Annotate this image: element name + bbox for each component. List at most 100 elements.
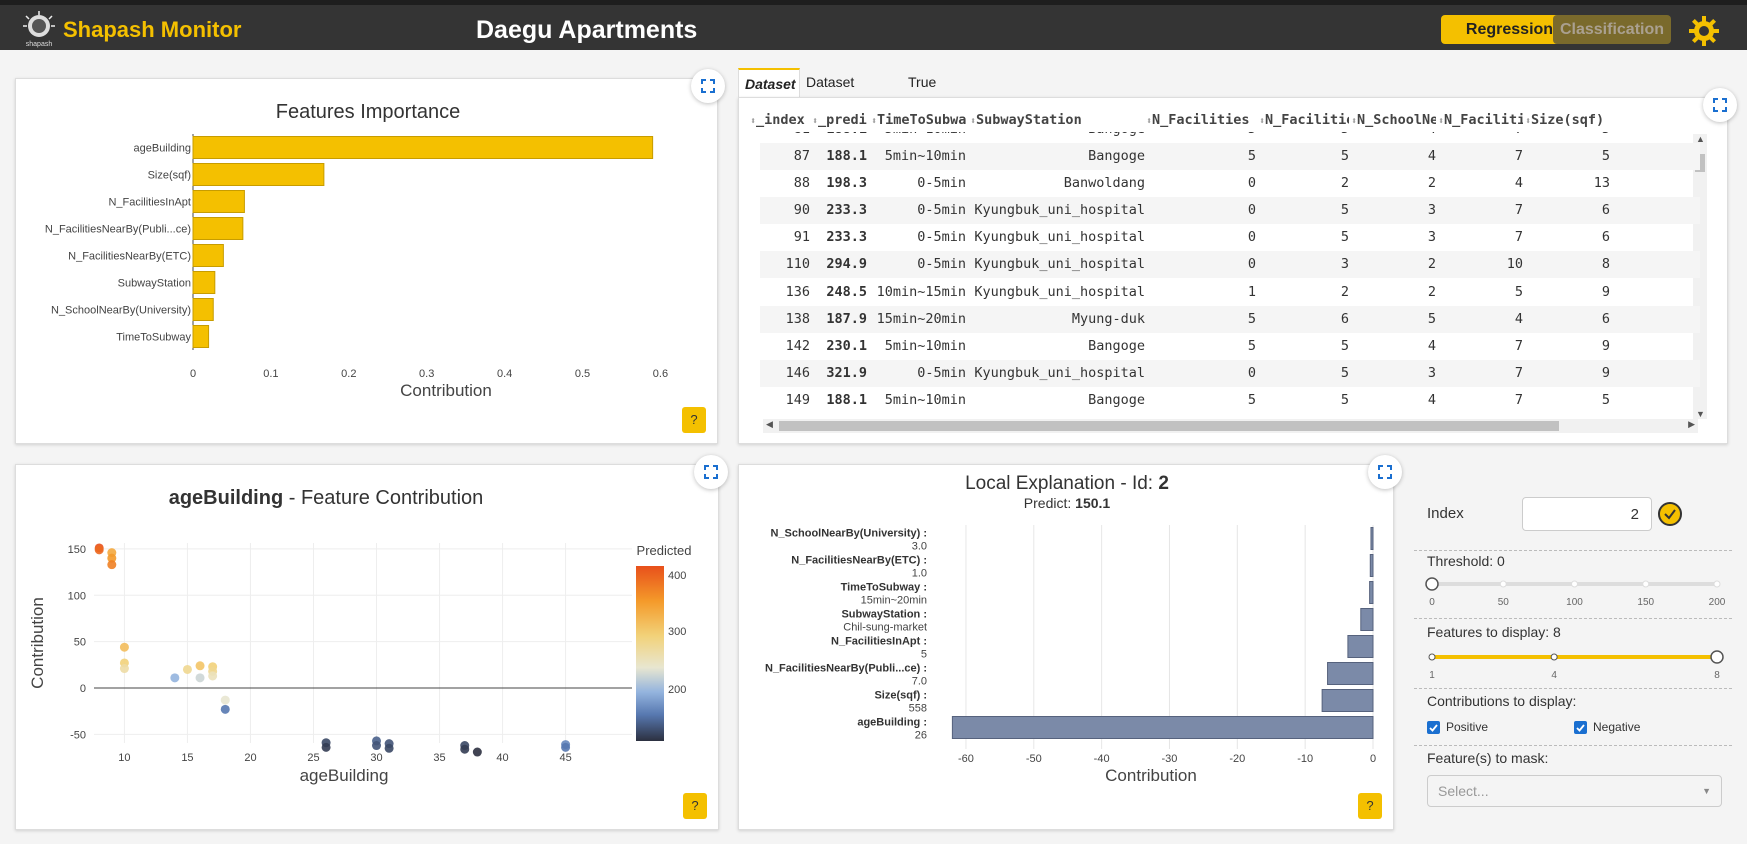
feature-importance-expand-button[interactable] [691,69,725,103]
threshold-slider[interactable]: 0 50 100 150 200 [1420,573,1730,609]
threshold-tick-dot [1499,580,1507,588]
fi-bar[interactable] [192,271,216,294]
features-slider-handle[interactable] [1710,650,1724,664]
fi-bar[interactable] [192,217,244,240]
scroll-right-arrow-icon[interactable]: ▶ [1688,419,1695,429]
table-cell: 7 [1514,364,1523,381]
fc-point[interactable] [94,545,104,555]
table-cell: 5min~10min [884,391,966,408]
tab-true-vs-predicted[interactable]: True Values Vs Predicted Values [908,74,967,202]
feature-contribution-help-button[interactable]: ? [683,793,707,819]
fc-point[interactable] [170,673,180,683]
fc-point[interactable] [372,741,382,751]
le-bar[interactable] [1360,608,1374,631]
table-row[interactable]: 149 188.1 5min~10min Bangoge 5 5 4 7 5 [760,387,1700,414]
fc-point[interactable] [119,642,129,652]
fc-point[interactable] [195,661,205,671]
fi-bar[interactable] [192,136,654,159]
features-to-display-slider[interactable]: 1 4 8 [1420,645,1730,681]
feature-contribution-expand-button[interactable] [694,455,728,489]
feature-importance-help-button[interactable]: ? [682,407,706,433]
table-row[interactable]: 146 321.9 0-5min Kyungbuk_uni_hospital 0 5 3 7 9 [760,359,1700,387]
tab-dataset[interactable]: Dataset [738,68,800,98]
tab-dataset-filters[interactable]: Dataset Filters [806,74,855,118]
fc-point[interactable] [321,742,331,752]
column-header[interactable]: ⬍N_Facilities [1259,108,1349,134]
sort-arrows-icon[interactable]: ⬍ [1525,116,1532,127]
vertical-scrollbar-thumb[interactable] [1695,154,1705,172]
fi-bar[interactable] [192,190,245,213]
column-header[interactable]: ⬍N_Facilities [1146,108,1256,134]
fc-point[interactable] [107,553,117,563]
sort-arrows-icon[interactable]: ⬍ [812,116,819,127]
table-row[interactable]: 88 198.3 0-5min Banwoldang 0 2 2 4 13 [760,170,1700,197]
gear-icon[interactable] [1688,15,1720,47]
local-explanation-expand-button[interactable] [1368,455,1402,489]
sort-arrows-icon[interactable]: ⬍ [970,116,977,127]
column-header[interactable]: ⬍N_Facilities [1438,108,1523,134]
fc-point[interactable] [561,742,571,752]
threshold-tick-label: 100 [1566,597,1583,608]
fc-point[interactable] [460,744,470,754]
sort-arrows-icon[interactable]: ⬍ [1351,116,1358,127]
column-header[interactable]: ⬍N_SchoolNear [1351,108,1436,134]
scroll-down-arrow-icon[interactable]: ▼ [1696,409,1705,419]
le-bar[interactable] [1370,527,1374,550]
dataset-expand-button[interactable] [1703,88,1737,122]
column-header[interactable]: ⬍_predi [812,108,867,134]
le-bar[interactable] [1347,635,1374,658]
index-input[interactable] [1522,497,1652,531]
table-row[interactable]: 142 230.1 5min~10min Bangoge 5 5 4 7 9 [760,333,1700,360]
column-header[interactable]: ⬍SubwayStation [970,108,1145,134]
table-row[interactable]: 87 188.1 5min~10min Bangoge 5 5 4 7 5 [760,143,1700,170]
fi-bar[interactable] [192,325,210,348]
fi-bar[interactable] [192,244,224,267]
table-row[interactable]: 138 187.9 15min~20min Myung-duk 5 6 5 4 6 [760,305,1700,333]
column-header[interactable]: ⬍_index [750,108,810,134]
classification-button[interactable]: Classification [1553,15,1671,44]
column-header[interactable]: ⬍TimeToSubway [871,108,966,134]
column-header[interactable]: ⬍Size(sqf) [1525,108,1610,134]
fi-bar[interactable] [192,163,325,186]
fc-point[interactable] [220,695,230,705]
sort-arrows-icon[interactable]: ⬍ [750,116,757,127]
horizontal-scrollbar-thumb[interactable] [779,421,1559,431]
fc-point[interactable] [384,743,394,753]
fc-point[interactable] [195,673,205,683]
sort-arrows-icon[interactable]: ⬍ [1146,116,1153,127]
sort-arrows-icon[interactable]: ⬍ [871,116,878,127]
le-bar[interactable] [951,716,1374,739]
refresh-index-icon[interactable] [1656,500,1684,528]
feature-mask-select[interactable]: Select... ▼ [1427,775,1722,807]
scroll-up-arrow-icon[interactable]: ▲ [1696,134,1705,144]
fc-point[interactable] [208,671,218,681]
threshold-slider-handle[interactable] [1425,577,1439,591]
feature-contribution-chart: ageBuilding - Feature Contribution ageBu… [28,487,691,785]
fc-point[interactable] [472,747,482,757]
negative-checkbox[interactable] [1574,721,1587,734]
positive-checkbox[interactable] [1427,721,1440,734]
fc-point[interactable] [119,664,129,674]
local-explanation-help-button[interactable]: ? [1358,793,1382,819]
table-cell: 3 [1340,256,1349,273]
regression-button[interactable]: Regression [1441,15,1578,44]
table-row[interactable]: 110 294.9 0-5min Kyungbuk_uni_hospital 0 3 2 10… [760,251,1700,279]
table-row[interactable]: 91 233.3 0-5min Kyungbuk_uni_hospital 0 5 3 7 6 [760,224,1700,251]
sort-arrows-icon[interactable]: ⬍ [1259,116,1266,127]
fc-point[interactable] [182,664,192,674]
le-bar[interactable] [1369,581,1374,604]
horizontal-scrollbar[interactable]: ◀ ▶ [763,419,1698,433]
scroll-left-arrow-icon[interactable]: ◀ [766,419,773,429]
le-bar[interactable] [1321,689,1374,712]
le-bar[interactable] [1369,554,1374,577]
fc-point[interactable] [107,560,117,570]
table-row[interactable]: 136 248.5 10min~15min Kyungbuk_uni_hospital… [760,279,1700,306]
table-row[interactable]: 90 233.3 0-5min Kyungbuk_uni_hospital 0 5 3 7 6 [760,197,1700,225]
sort-arrows-icon[interactable]: ⬍ [1438,116,1445,127]
feature-contribution-xlabel: ageBuilding [300,766,389,785]
fi-bar[interactable] [192,298,214,321]
fc-point[interactable] [220,704,230,714]
le-bar[interactable] [1327,662,1374,685]
chevron-down-icon[interactable]: ▼ [1702,786,1711,796]
